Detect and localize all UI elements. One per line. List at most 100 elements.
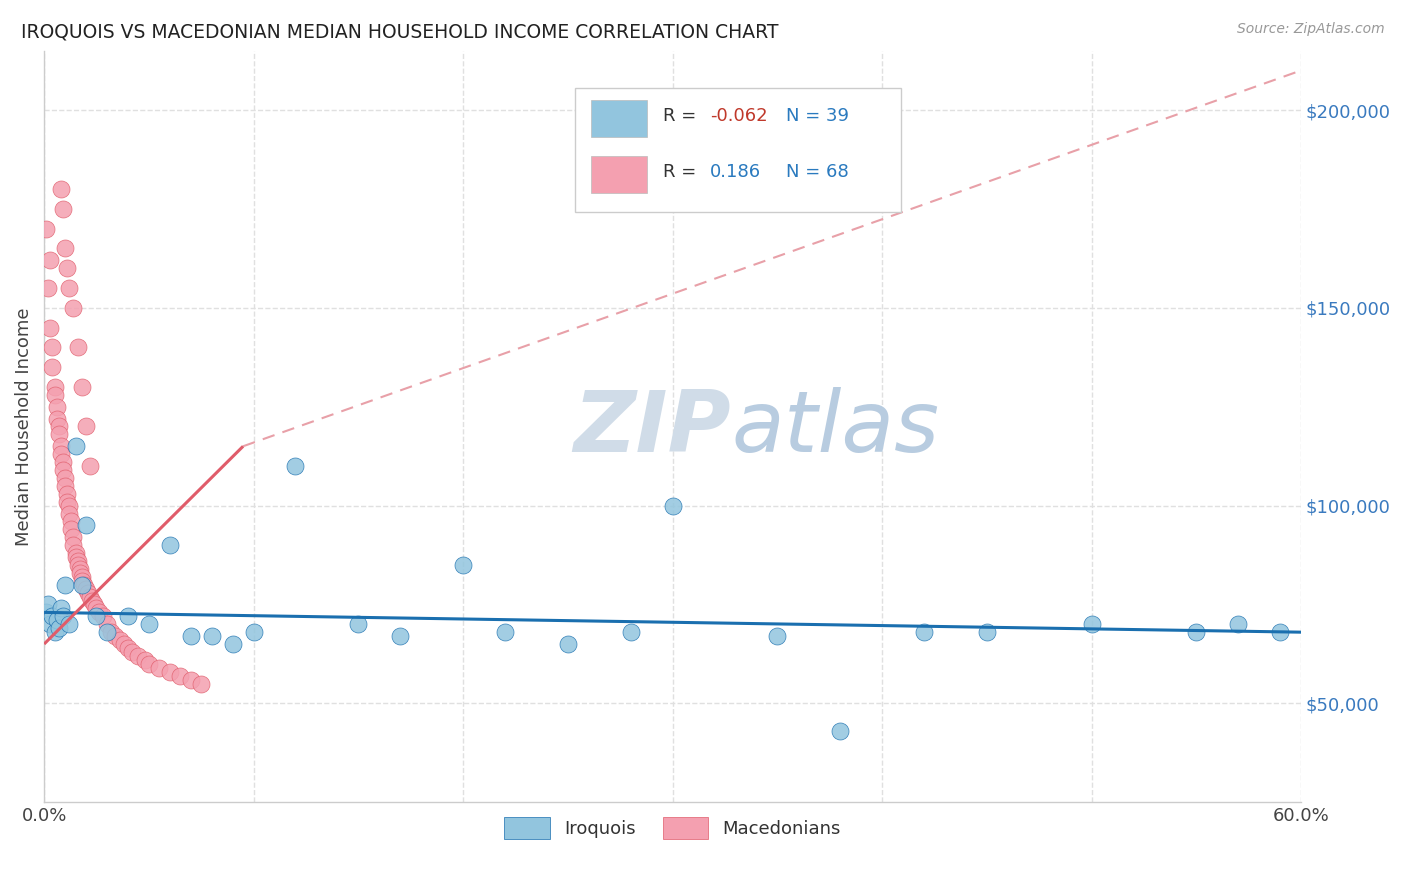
Text: R =: R =: [662, 107, 702, 125]
Point: [159, 665, 181, 679]
Text: Source: ZipAtlas.com: Source: ZipAtlas.com: [1237, 22, 1385, 37]
Point: [451, 558, 474, 572]
Point: [56, 261, 79, 276]
Point: [66, 554, 89, 568]
Point: [49, 447, 72, 461]
Point: [82, 593, 104, 607]
Point: [134, 653, 156, 667]
Point: [70, 570, 93, 584]
Point: [830, 724, 852, 739]
Text: N = 39: N = 39: [786, 107, 849, 125]
Point: [159, 538, 181, 552]
Point: [180, 673, 202, 687]
Point: [1268, 625, 1291, 640]
Point: [190, 676, 212, 690]
Point: [70, 380, 93, 394]
Point: [73, 577, 96, 591]
Point: [976, 625, 998, 640]
Point: [86, 609, 108, 624]
Point: [100, 625, 122, 640]
Point: [242, 625, 264, 640]
Point: [45, 400, 67, 414]
Point: [44, 388, 66, 402]
Point: [65, 439, 87, 453]
Point: [912, 625, 935, 640]
Point: [48, 427, 70, 442]
Bar: [591, 156, 647, 194]
Point: [49, 182, 72, 196]
Point: [53, 577, 76, 591]
Point: [79, 590, 101, 604]
Point: [83, 598, 105, 612]
Point: [148, 661, 170, 675]
Point: [77, 585, 100, 599]
Point: [347, 617, 370, 632]
Point: [96, 617, 118, 632]
Point: [41, 609, 63, 624]
Text: atlas: atlas: [731, 386, 939, 470]
Point: [52, 202, 75, 216]
Point: [117, 640, 139, 655]
Point: [56, 486, 79, 500]
Point: [108, 633, 131, 648]
Point: [65, 546, 87, 560]
Point: [37, 598, 59, 612]
Point: [37, 281, 59, 295]
Point: [169, 668, 191, 682]
Point: [35, 221, 58, 235]
Point: [127, 648, 149, 663]
Point: [75, 518, 97, 533]
Point: [201, 629, 224, 643]
Point: [766, 629, 789, 643]
Point: [75, 582, 97, 596]
Point: [284, 458, 307, 473]
Point: [66, 340, 89, 354]
Point: [389, 629, 412, 643]
Point: [48, 621, 70, 635]
Point: [44, 380, 66, 394]
Point: [52, 463, 75, 477]
Point: [49, 439, 72, 453]
Point: [58, 507, 80, 521]
Point: [661, 499, 683, 513]
Point: [79, 458, 101, 473]
Point: [91, 609, 114, 624]
Point: [96, 625, 118, 640]
Point: [45, 613, 67, 627]
Legend: Iroquois, Macedonians: Iroquois, Macedonians: [498, 809, 848, 846]
Point: [620, 625, 643, 640]
Point: [49, 601, 72, 615]
Point: [56, 494, 79, 508]
Point: [87, 606, 110, 620]
Point: [53, 242, 76, 256]
Y-axis label: Median Household Income: Median Household Income: [15, 307, 32, 546]
Point: [44, 625, 66, 640]
Point: [58, 281, 80, 295]
Bar: [591, 100, 647, 137]
Point: [35, 606, 58, 620]
Point: [70, 574, 93, 588]
Point: [69, 566, 91, 580]
Point: [58, 499, 80, 513]
FancyBboxPatch shape: [575, 88, 901, 212]
Text: 0.186: 0.186: [710, 163, 762, 181]
Point: [138, 657, 160, 671]
Point: [41, 340, 63, 354]
Point: [45, 411, 67, 425]
Point: [52, 609, 75, 624]
Point: [138, 617, 160, 632]
Point: [62, 530, 84, 544]
Point: [62, 301, 84, 315]
Point: [60, 522, 83, 536]
Point: [58, 617, 80, 632]
Point: [39, 617, 62, 632]
Point: [1185, 625, 1208, 640]
Text: R =: R =: [662, 163, 702, 181]
Point: [53, 479, 76, 493]
Point: [121, 645, 143, 659]
Text: IROQUOIS VS MACEDONIAN MEDIAN HOUSEHOLD INCOME CORRELATION CHART: IROQUOIS VS MACEDONIAN MEDIAN HOUSEHOLD …: [21, 22, 779, 41]
Point: [62, 538, 84, 552]
Point: [52, 455, 75, 469]
Point: [75, 419, 97, 434]
Point: [104, 629, 127, 643]
